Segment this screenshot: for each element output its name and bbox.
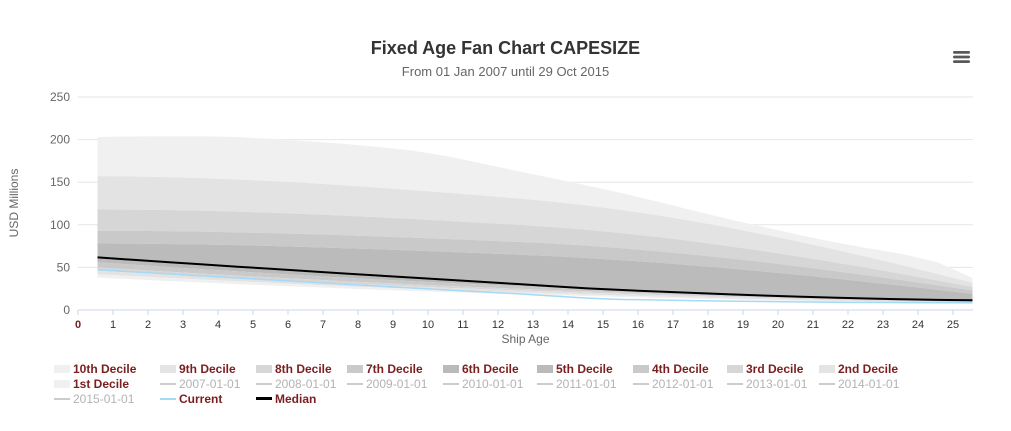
svg-text:USD Millions: USD Millions bbox=[7, 169, 21, 238]
svg-text:19: 19 bbox=[737, 319, 749, 331]
svg-text:4: 4 bbox=[215, 319, 221, 331]
svg-text:18: 18 bbox=[702, 319, 714, 331]
svg-text:12: 12 bbox=[492, 319, 504, 331]
svg-text:3: 3 bbox=[180, 319, 186, 331]
svg-text:1: 1 bbox=[110, 319, 116, 331]
svg-text:0: 0 bbox=[63, 303, 70, 317]
svg-text:25: 25 bbox=[947, 319, 959, 331]
svg-text:100: 100 bbox=[50, 218, 70, 232]
svg-text:24: 24 bbox=[912, 319, 924, 331]
svg-text:22: 22 bbox=[842, 319, 854, 331]
svg-text:2: 2 bbox=[145, 319, 151, 331]
svg-text:6: 6 bbox=[285, 319, 291, 331]
svg-text:10: 10 bbox=[422, 319, 434, 331]
svg-text:0: 0 bbox=[75, 319, 81, 331]
svg-text:16: 16 bbox=[632, 319, 644, 331]
svg-text:Ship Age: Ship Age bbox=[501, 332, 549, 346]
svg-text:11: 11 bbox=[457, 319, 468, 331]
svg-text:13: 13 bbox=[527, 319, 539, 331]
svg-text:21: 21 bbox=[807, 319, 819, 331]
svg-text:9: 9 bbox=[390, 319, 396, 331]
svg-text:5: 5 bbox=[250, 319, 256, 331]
svg-text:250: 250 bbox=[50, 90, 70, 104]
svg-text:8: 8 bbox=[355, 319, 361, 331]
svg-text:15: 15 bbox=[597, 319, 609, 331]
svg-text:17: 17 bbox=[667, 319, 679, 331]
svg-text:20: 20 bbox=[772, 319, 784, 331]
svg-text:14: 14 bbox=[562, 319, 574, 331]
svg-text:200: 200 bbox=[50, 133, 70, 147]
svg-text:7: 7 bbox=[320, 319, 326, 331]
svg-text:50: 50 bbox=[57, 260, 71, 274]
svg-text:23: 23 bbox=[877, 319, 889, 331]
svg-text:150: 150 bbox=[50, 175, 70, 189]
